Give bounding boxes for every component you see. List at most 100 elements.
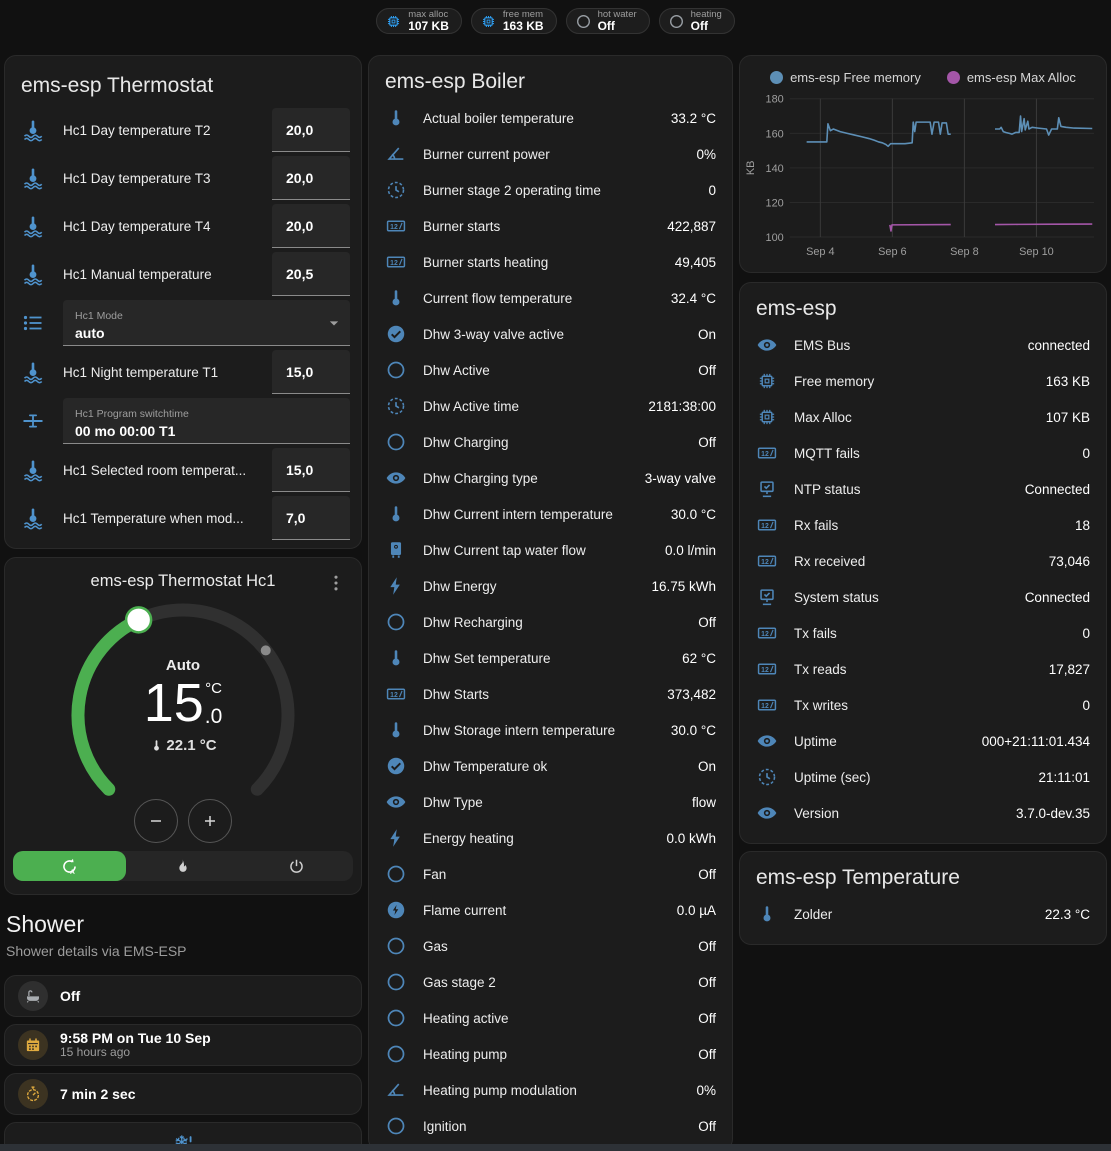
entity-label: Dhw Charging type xyxy=(423,470,538,486)
entity-row-zolder[interactable]: Zolder 22.3 °C xyxy=(740,896,1106,932)
circle-outline-icon xyxy=(575,13,592,30)
entity-label: Energy heating xyxy=(423,830,514,846)
badge-heating[interactable]: heating Off xyxy=(658,8,735,34)
entity-row-dhw-energy[interactable]: Dhw Energy 16.75 kWh xyxy=(369,568,732,604)
entity-row-actual-boiler-temperature[interactable]: Actual boiler temperature 33.2 °C xyxy=(369,100,732,136)
entity-row-dhw-set-temperature[interactable]: Dhw Set temperature 62 °C xyxy=(369,640,732,676)
dial-knob xyxy=(124,606,153,634)
entity-row-free-memory[interactable]: Free memory 163 KB xyxy=(740,363,1106,399)
dial-gauge xyxy=(71,603,295,796)
entity-row-max-alloc[interactable]: Max Alloc 107 KB xyxy=(740,399,1106,435)
thermometer-icon xyxy=(149,738,164,753)
entity-row-mqtt-fails[interactable]: 12 MQTT fails 0 xyxy=(740,435,1106,471)
plus-icon xyxy=(200,811,220,831)
entity-row-heating-pump-modulation[interactable]: Heating pump modulation 0% xyxy=(369,1072,732,1108)
entity-row-dhw-active-time[interactable]: Dhw Active time 2181:38:00 xyxy=(369,388,732,424)
entity-value: 33.2 °C xyxy=(670,110,716,126)
badge-hot-water[interactable]: hot water Off xyxy=(565,8,650,34)
text-input-hc1-program-switchtime[interactable]: Hc1 Program switchtime 00 mo 00:00 T1 xyxy=(63,398,350,444)
entity-label: Burner stage 2 operating time xyxy=(423,182,601,198)
entity-row-ems-bus[interactable]: EMS Bus connected xyxy=(740,327,1106,363)
dots-vertical-icon xyxy=(325,572,347,594)
entity-row-dhw-current-intern-temperature[interactable]: Dhw Current intern temperature 30.0 °C xyxy=(369,496,732,532)
eye-icon xyxy=(756,802,778,824)
entity-row-gas-stage-2[interactable]: Gas stage 2 Off xyxy=(369,964,732,1000)
entity-row-uptime-sec[interactable]: Uptime (sec) 21:11:01 xyxy=(740,759,1106,795)
entity-label: Max Alloc xyxy=(794,409,852,425)
number-input-hc1-day-temperature-t2[interactable]: 20,0 xyxy=(272,108,350,152)
badge-free-mem[interactable]: free mem 163 KB xyxy=(470,8,557,34)
entity-row-dhw-active[interactable]: Dhw Active Off xyxy=(369,352,732,388)
entity-row-system-status[interactable]: System status Connected xyxy=(740,579,1106,615)
entity-row-dhw-temperature-ok[interactable]: Dhw Temperature ok On xyxy=(369,748,732,784)
entity-row-ntp-status[interactable]: NTP status Connected xyxy=(740,471,1106,507)
entity-row-current-flow-temperature[interactable]: Current flow temperature 32.4 °C xyxy=(369,280,732,316)
number-input-hc1-manual-temperature[interactable]: 20,5 xyxy=(272,252,350,296)
entity-row-dhw-storage-intern-temperature[interactable]: Dhw Storage intern temperature 30.0 °C xyxy=(369,712,732,748)
entity-row-dhw-charging[interactable]: Dhw Charging Off xyxy=(369,424,732,460)
more-options-button[interactable] xyxy=(325,570,351,596)
entity-row-uptime[interactable]: Uptime 000+21:11:01.434 xyxy=(740,723,1106,759)
entity-label: Hc1 Day temperature T4 xyxy=(63,218,211,234)
valve-icon xyxy=(21,409,45,433)
entity-row-hc1-day-temperature-t4: Hc1 Day temperature T4 20,0 xyxy=(5,202,361,250)
svg-text:Sep 6: Sep 6 xyxy=(878,246,907,258)
entity-label: Version xyxy=(794,805,840,821)
entity-value: 21:11:01 xyxy=(1038,769,1090,785)
increase-temp-button[interactable] xyxy=(188,799,232,843)
entity-row-rx-received[interactable]: 12 Rx received 73,046 xyxy=(740,543,1106,579)
shower-card-7-min-2-sec[interactable]: 7 min 2 sec xyxy=(4,1073,362,1115)
counter-icon: 12 xyxy=(756,658,778,680)
number-input-hc1-temperature-when-mod[interactable]: 7,0 xyxy=(272,496,350,540)
entity-row-dhw-recharging[interactable]: Dhw Recharging Off xyxy=(369,604,732,640)
select-hc1-mode[interactable]: Hc1 Mode auto xyxy=(63,300,350,346)
entity-row-tx-fails[interactable]: 12 Tx fails 0 xyxy=(740,615,1106,651)
entity-row-tx-writes[interactable]: 12 Tx writes 0 xyxy=(740,687,1106,723)
entity-row-version[interactable]: Version 3.7.0-dev.35 xyxy=(740,795,1106,831)
entity-row-heating-pump[interactable]: Heating pump Off xyxy=(369,1036,732,1072)
entity-row-burner-stage-2-operating-time[interactable]: Burner stage 2 operating time 0 xyxy=(369,172,732,208)
entity-row-heating-active[interactable]: Heating active Off xyxy=(369,1000,732,1036)
entity-label: Hc1 Day temperature T2 xyxy=(63,122,211,138)
shower-card-9-58-pm-on-tue-10-sep[interactable]: 9:58 PM on Tue 10 Sep 15 hours ago xyxy=(4,1024,362,1066)
thermostat-dial[interactable]: Auto 15 °C .0 22.1 °C xyxy=(63,595,303,843)
circle-outline-icon xyxy=(385,359,407,381)
number-input-hc1-day-temperature-t3[interactable]: 20,0 xyxy=(272,156,350,200)
entity-row-dhw-starts[interactable]: 12 Dhw Starts 373,482 xyxy=(369,676,732,712)
entity-row-burner-current-power[interactable]: Burner current power 0% xyxy=(369,136,732,172)
shower-card-off[interactable]: Off xyxy=(4,975,362,1017)
svg-text:12: 12 xyxy=(761,559,769,566)
entity-row-dhw-current-tap-water-flow[interactable]: Dhw Current tap water flow 0.0 l/min xyxy=(369,532,732,568)
entity-row-energy-heating[interactable]: Energy heating 0.0 kWh xyxy=(369,820,732,856)
hvac-mode-heat-button[interactable] xyxy=(126,851,239,881)
thermometer-water-icon xyxy=(21,360,45,384)
entity-row-dhw-3-way-valve-active[interactable]: Dhw 3-way valve active On xyxy=(369,316,732,352)
number-input-hc1-day-temperature-t4[interactable]: 20,0 xyxy=(272,204,350,248)
clock-icon xyxy=(385,395,407,417)
entity-row-ignition[interactable]: Ignition Off xyxy=(369,1108,732,1144)
entity-row-tx-reads[interactable]: 12 Tx reads 17,827 xyxy=(740,651,1106,687)
entity-row-burner-starts[interactable]: 12 Burner starts 422,887 xyxy=(369,208,732,244)
number-input-hc1-night-temperature-t1[interactable]: 15,0 xyxy=(272,350,350,394)
entity-row-dhw-type[interactable]: Dhw Type flow xyxy=(369,784,732,820)
badge-max-alloc[interactable]: max alloc 107 KB xyxy=(376,8,462,34)
entity-row-dhw-charging-type[interactable]: Dhw Charging type 3-way valve xyxy=(369,460,732,496)
auto-mode-icon: A xyxy=(60,857,79,876)
number-input-hc1-selected-room-temperat[interactable]: 15,0 xyxy=(272,448,350,492)
entity-row-hc1-selected-room-temperat: Hc1 Selected room temperat... 15,0 xyxy=(5,446,361,494)
entity-row-flame-current[interactable]: Flame current 0.0 µA xyxy=(369,892,732,928)
entity-row-hc1-temperature-when-mod: Hc1 Temperature when mod... 7,0 xyxy=(5,494,361,542)
entity-row-rx-fails[interactable]: 12 Rx fails 18 xyxy=(740,507,1106,543)
badge-label: max alloc xyxy=(408,8,449,20)
entity-label: Uptime (sec) xyxy=(794,769,871,785)
entity-value: Connected xyxy=(1024,589,1090,605)
hvac-mode-auto-button[interactable]: A xyxy=(13,851,127,881)
entity-value: 30.0 °C xyxy=(670,506,716,522)
entity-row-burner-starts-heating[interactable]: 12 Burner starts heating 49,405 xyxy=(369,244,732,280)
entity-row-gas[interactable]: Gas Off xyxy=(369,928,732,964)
hvac-mode-off-button[interactable] xyxy=(240,851,353,881)
decrease-temp-button[interactable] xyxy=(134,799,178,843)
entity-row-fan[interactable]: Fan Off xyxy=(369,856,732,892)
entity-value: 32.4 °C xyxy=(670,290,716,306)
